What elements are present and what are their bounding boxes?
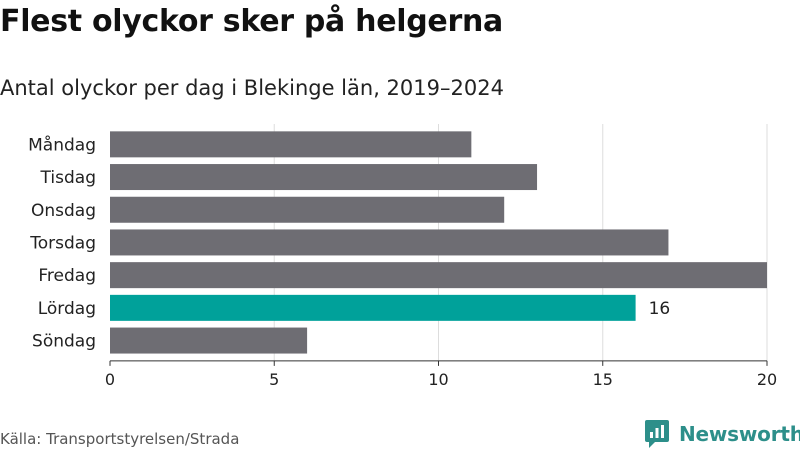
x-tick-label: 20 <box>757 370 777 389</box>
chart-title: Flest olyckor sker på helgerna <box>0 4 503 39</box>
category-labels: Måndag Tisdag Onsdag Torsdag Fredag Lördag 16 S… <box>28 134 670 351</box>
x-tick-label: 10 <box>428 370 448 389</box>
bar-söndag <box>110 327 308 354</box>
bar-lördag <box>110 294 636 321</box>
category-label: Tisdag <box>40 168 96 188</box>
bar-måndag <box>110 131 472 158</box>
bar-tisdag <box>110 164 538 191</box>
category-label: Fredag <box>38 266 96 286</box>
bar-chart: Måndag Tisdag Onsdag Torsdag Fredag Lördag 16 S… <box>28 124 777 389</box>
bar-torsdag <box>110 229 669 256</box>
bar-fredag <box>110 262 767 289</box>
bar-onsdag <box>110 196 505 223</box>
chart-subtitle: Antal olyckor per dag i Blekinge län, 20… <box>0 76 504 100</box>
x-axis: 0 5 10 15 20 <box>105 360 777 389</box>
newsworthy-logo-icon <box>645 420 669 448</box>
bars <box>110 131 767 354</box>
category-label: Söndag <box>32 332 96 352</box>
category-label: Onsdag <box>31 201 96 221</box>
source-note: Källa: Transportstyrelsen/Strada <box>0 430 240 448</box>
brand-logo: Newsworthy <box>645 420 800 448</box>
category-label: Torsdag <box>29 233 96 253</box>
x-tick-label: 0 <box>105 370 115 389</box>
data-label: 16 <box>649 299 671 319</box>
x-tick-label: 15 <box>593 370 613 389</box>
category-label: Lördag <box>38 299 96 319</box>
brand-name: Newsworthy <box>679 422 800 446</box>
category-label: Måndag <box>28 134 96 155</box>
x-tick-label: 5 <box>269 370 279 389</box>
